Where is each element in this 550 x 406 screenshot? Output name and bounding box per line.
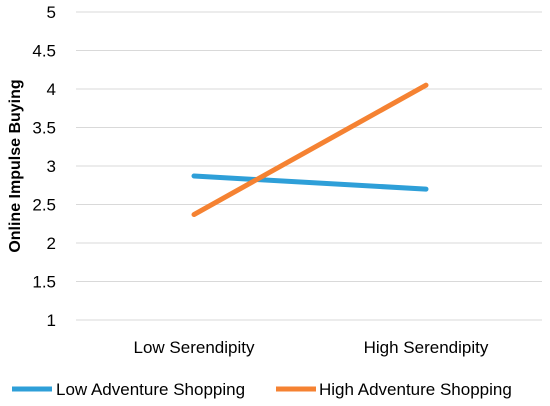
legend-label-high-adventure: High Adventure Shopping: [319, 380, 512, 399]
series-line-high-adventure-shopping: [191, 82, 429, 218]
y-tick-label: 2: [47, 234, 56, 253]
y-tick-label: 1.5: [32, 273, 56, 292]
y-tick-label: 2.5: [32, 196, 56, 215]
y-tick-label: 1: [47, 311, 56, 330]
legend: Low Adventure Shopping High Adventure Sh…: [12, 380, 512, 399]
gridlines: [76, 11, 542, 321]
y-axis-label: Online Impulse Buying: [7, 79, 24, 252]
y-tick-label: 5: [47, 3, 56, 22]
y-tick-label: 3.5: [32, 119, 56, 138]
x-category-label-high-serendipity: High Serendipity: [364, 338, 489, 357]
y-tick-label: 4: [47, 80, 56, 99]
x-category-label-low-serendipity: Low Serendipity: [134, 338, 255, 357]
legend-label-low-adventure: Low Adventure Shopping: [56, 380, 245, 399]
series-lines: [191, 82, 429, 218]
series-line-low-adventure-shopping: [191, 173, 429, 192]
y-tick-label: 4.5: [32, 42, 56, 61]
y-axis-ticks: 1 1.5 2 2.5 3 3.5 4 4.5 5: [32, 3, 56, 330]
y-tick-label: 3: [47, 157, 56, 176]
